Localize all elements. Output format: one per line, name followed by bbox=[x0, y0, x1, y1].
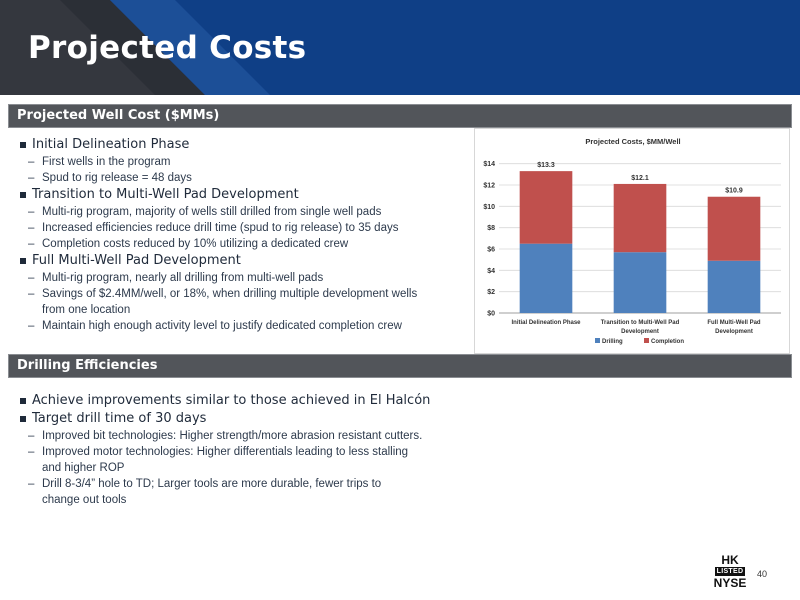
bullet-text: Achieve improvements similar to those ac… bbox=[32, 393, 431, 408]
logo-text-bottom: NYSE bbox=[713, 576, 747, 590]
chart-title: Projected Costs, $MM/Well bbox=[585, 137, 680, 146]
x-tick-label: Development bbox=[715, 329, 753, 335]
bullet-item: Full Multi-Well Pad Development bbox=[20, 252, 460, 270]
header-banner: Projected Costs bbox=[0, 0, 800, 95]
logo-text-top: HK bbox=[721, 553, 739, 567]
sub-bullet-item: – Increased efficiencies reduce drill tim… bbox=[28, 222, 399, 234]
sub-bullet-item: – Savings of $2.4MM/well, or 18%, when dr… bbox=[28, 288, 418, 300]
data-label-total: $13.3 bbox=[537, 162, 555, 169]
sub-bullet-text: change out tools bbox=[42, 494, 127, 506]
bullet-square-icon bbox=[20, 258, 26, 264]
bullet-text: Full Multi-Well Pad Development bbox=[32, 253, 241, 268]
bullet-square-icon bbox=[20, 142, 26, 148]
sub-bullet-item: – Improved bit technologies: Higher stren… bbox=[28, 430, 423, 442]
sub-bullet-text: Completion costs reduced by 10% utilizin… bbox=[42, 238, 349, 250]
sub-bullet-continuation: from one location bbox=[20, 302, 460, 318]
y-tick-label: $6 bbox=[487, 247, 495, 254]
legend-swatch-drilling bbox=[595, 338, 600, 343]
sub-bullet-text: Multi-rig program, nearly all drilling f… bbox=[42, 272, 324, 284]
sub-bullet-text: Improved motor technologies: Higher diff… bbox=[42, 446, 409, 458]
sub-bullet-text: Spud to rig release = 48 days bbox=[42, 172, 192, 184]
sub-bullet-text: Multi-rig program, majority of wells sti… bbox=[42, 206, 382, 218]
sub-bullet-text: Maintain high enough activity level to j… bbox=[42, 320, 402, 332]
sub-bullet-text: and higher ROP bbox=[42, 462, 125, 474]
bullet-square-icon bbox=[20, 416, 26, 422]
sub-bullet-text: First wells in the program bbox=[42, 156, 171, 168]
sub-bullet-item: – First wells in the program bbox=[28, 156, 171, 168]
sub-bullet-item: – Multi-rig program, nearly all drilling … bbox=[28, 272, 324, 284]
y-tick-label: $4 bbox=[487, 268, 495, 275]
sub-bullet-text: Drill 8-3/4” hole to TD; Larger tools ar… bbox=[42, 478, 382, 490]
bar-completion bbox=[613, 183, 667, 253]
y-tick-label: $10 bbox=[483, 204, 495, 211]
logo-text-mid: LISTED bbox=[715, 567, 745, 576]
bullet-text: Target drill time of 30 days bbox=[32, 411, 207, 426]
bar-completion bbox=[707, 196, 761, 261]
bullet-text: Initial Delineation Phase bbox=[32, 137, 190, 152]
legend-label: Completion bbox=[651, 339, 684, 345]
sub-bullet-item: – Improved motor technologies: Higher dif… bbox=[28, 446, 409, 458]
y-tick-label: $8 bbox=[487, 225, 495, 232]
chart-canvas: Projected Costs, $MM/Well $0 $2 $4 $6 $8 $10 $1… bbox=[483, 137, 781, 345]
sub-bullet-item: – Spud to rig release = 48 days bbox=[28, 172, 192, 184]
projected-costs-chart: Projected Costs, $MM/Well $0 $2 $4 $6 $8 $10 $1… bbox=[474, 128, 790, 354]
data-label-total: $10.9 bbox=[725, 188, 743, 195]
x-tick-label: Initial Delineation Phase bbox=[511, 320, 581, 326]
y-tick-label: $0 bbox=[487, 311, 495, 318]
sub-bullet-item: – Multi-rig program, majority of wells st… bbox=[28, 206, 382, 218]
sub-bullet-continuation: change out tools bbox=[20, 492, 460, 508]
sub-bullet-text: Increased efficiencies reduce drill time… bbox=[42, 222, 399, 234]
sub-bullet-text: from one location bbox=[42, 304, 131, 316]
section-header-drilling-efficiencies: Drilling Efficiencies bbox=[8, 354, 792, 378]
sub-bullet-item: – Drill 8-3/4” hole to TD; Larger tools a… bbox=[28, 478, 382, 490]
bullet-text: Transition to Multi-Well Pad Development bbox=[32, 187, 299, 202]
x-tick-label: Transition to Multi-Well Pad bbox=[601, 320, 680, 326]
bar-drilling bbox=[613, 252, 667, 313]
y-tick-label: $2 bbox=[487, 289, 495, 296]
y-tick-label: $12 bbox=[483, 183, 495, 190]
well-cost-bullet-list: Initial Delineation Phase – First wells i… bbox=[20, 136, 460, 334]
bullet-square-icon bbox=[20, 192, 26, 198]
bullet-item: Achieve improvements similar to those ac… bbox=[20, 392, 460, 410]
drilling-efficiencies-bullet-list: Achieve improvements similar to those ac… bbox=[20, 392, 460, 508]
data-label-total: $12.1 bbox=[631, 175, 649, 182]
hk-nyse-listed-logo: HK LISTED NYSE bbox=[712, 554, 748, 589]
y-tick-label: $14 bbox=[483, 161, 495, 168]
bar-drilling bbox=[707, 260, 761, 313]
sub-bullet-text: Savings of $2.4MM/well, or 18%, when dri… bbox=[42, 288, 418, 300]
bullet-square-icon bbox=[20, 398, 26, 404]
section-title: Drilling Efficiencies bbox=[17, 358, 158, 373]
x-tick-label: Full Multi-Well Pad bbox=[707, 320, 761, 326]
sub-bullet-item: – Maintain high enough activity level to … bbox=[28, 320, 402, 332]
sub-bullet-item: – Completion costs reduced by 10% utilizi… bbox=[28, 238, 349, 250]
page-title: Projected Costs bbox=[28, 30, 307, 66]
sub-bullet-text: Improved bit technologies: Higher streng… bbox=[42, 430, 423, 442]
bullet-item: Transition to Multi-Well Pad Development bbox=[20, 186, 460, 204]
x-tick-label: Development bbox=[621, 329, 659, 335]
section-header-well-cost: Projected Well Cost ($MMs) bbox=[8, 104, 792, 128]
page-number: 40 bbox=[757, 569, 768, 579]
banner-graphic bbox=[0, 0, 800, 95]
section-title: Projected Well Cost ($MMs) bbox=[17, 108, 220, 123]
legend-label: Drilling bbox=[602, 339, 623, 345]
bar-completion bbox=[519, 171, 573, 244]
bullet-item: Initial Delineation Phase bbox=[20, 136, 460, 154]
bullet-item: Target drill time of 30 days bbox=[20, 410, 460, 428]
legend-swatch-completion bbox=[644, 338, 649, 343]
bar-drilling bbox=[519, 243, 573, 313]
sub-bullet-continuation: and higher ROP bbox=[20, 460, 460, 476]
